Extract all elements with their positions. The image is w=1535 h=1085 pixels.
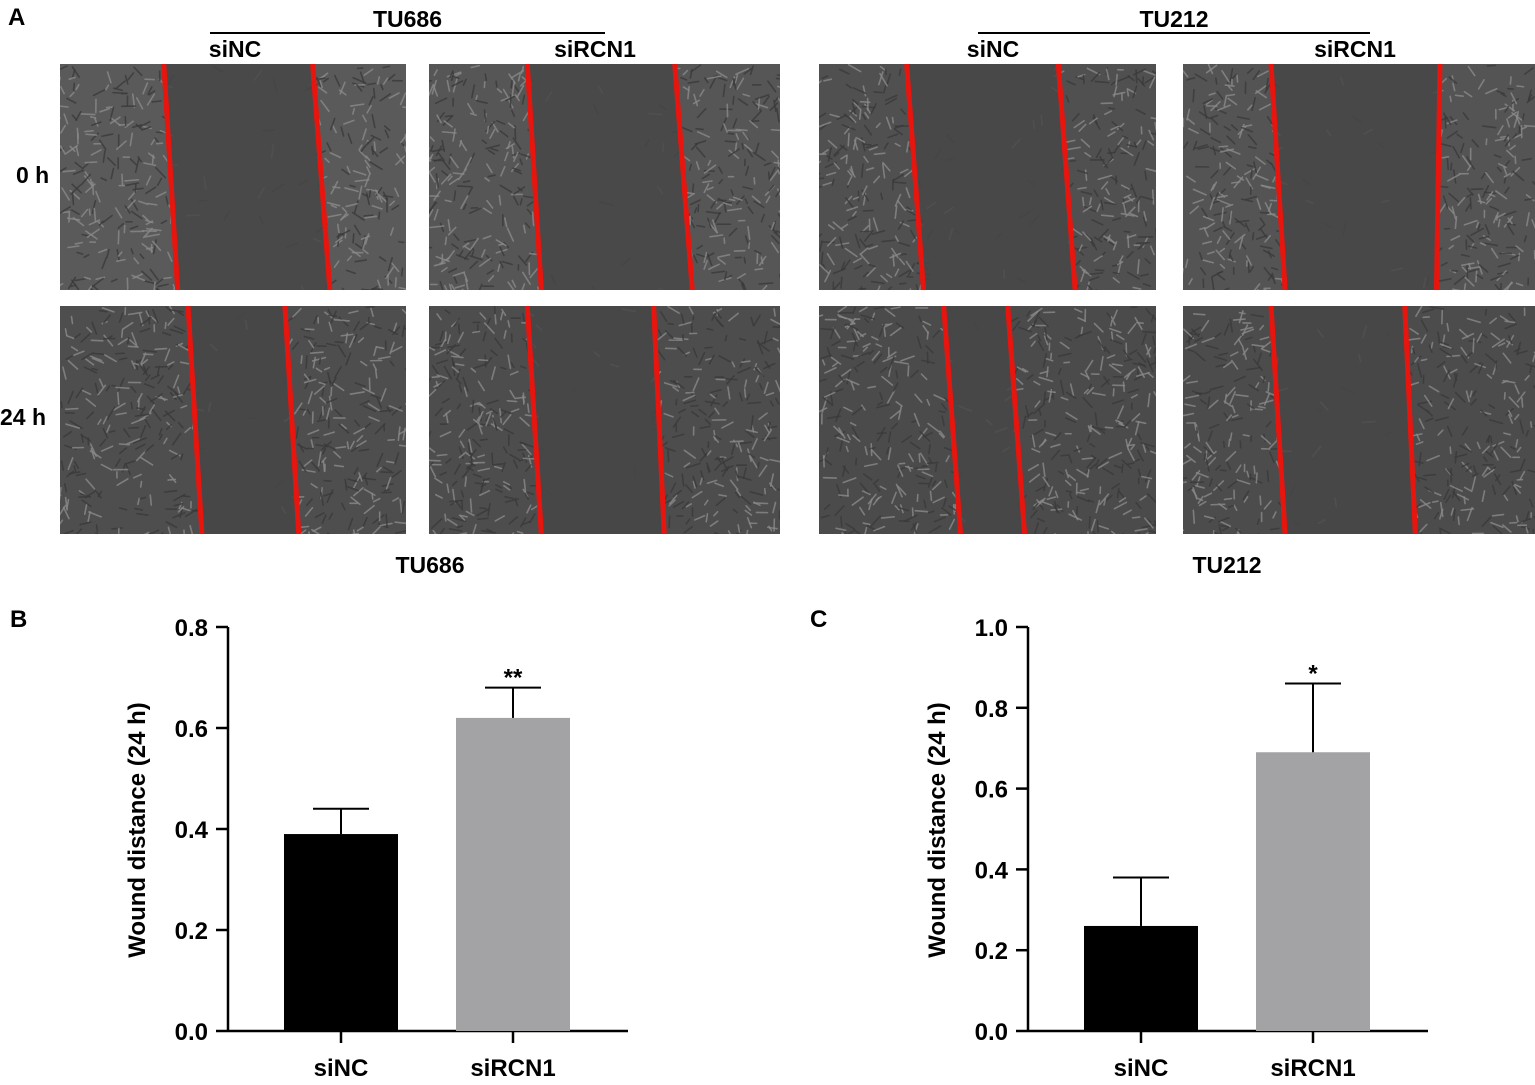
- y-tick-label: 0.4: [175, 817, 209, 844]
- bar-siNC: [284, 834, 398, 1031]
- y-tick-label: 1.0: [975, 615, 1008, 642]
- row-label-0h: 0 h: [16, 162, 49, 189]
- group-bracket-tu686: [210, 32, 605, 34]
- micrograph-tu686-sinc-24h: [60, 306, 406, 534]
- y-tick-label: 0.8: [975, 696, 1008, 723]
- bar-siNC: [1084, 926, 1198, 1031]
- group-title-tu686: TU686: [210, 6, 605, 33]
- panel-letter-b: B: [10, 606, 27, 633]
- footer-label-tu212: TU212: [1127, 552, 1327, 579]
- panel-letter-a: A: [8, 4, 25, 32]
- y-axis-title: Wound distance (24 h): [924, 702, 951, 958]
- x-tick-label: siNC: [1114, 1055, 1169, 1080]
- bars: siNC ** siRCN1: [284, 665, 570, 1080]
- micrograph-tu686-sircn1-0h: [429, 64, 780, 290]
- condition-label-tu212-sircn1: siRCN1: [1290, 36, 1420, 63]
- micrograph-tu212-sircn1-0h: [1183, 64, 1535, 290]
- bar-chart-c: C Wound distance (24 h) 0.0 0.2 0.4 0.6 0.8 1…: [800, 595, 1535, 1080]
- condition-label-tu212-sinc: siNC: [933, 36, 1053, 63]
- y-tick-label: 0.0: [175, 1019, 208, 1046]
- row-label-24h: 24 h: [0, 404, 46, 431]
- y-tick-label: 0.6: [975, 777, 1008, 804]
- micrograph-tu686-sircn1-24h: [429, 306, 780, 534]
- y-tick-label: 0.4: [975, 857, 1009, 884]
- panel-letter-c: C: [810, 606, 827, 633]
- y-tick-label: 0.2: [975, 938, 1008, 965]
- bars: siNC * siRCN1: [1084, 661, 1370, 1080]
- condition-label-tu686-sircn1: siRCN1: [530, 36, 660, 63]
- bar-siRCN1: [456, 718, 570, 1031]
- y-tick-label: 0.0: [975, 1019, 1008, 1046]
- condition-label-tu686-sinc: siNC: [175, 36, 295, 63]
- y-tick-label: 0.2: [175, 918, 208, 945]
- y-ticks: 0.0 0.2 0.4 0.6 0.8 1.0: [975, 615, 1028, 1046]
- group-bracket-tu212: [978, 32, 1370, 34]
- x-tick-label: siRCN1: [470, 1055, 555, 1080]
- micrograph-tu212-sinc-0h: [819, 64, 1156, 290]
- y-tick-label: 0.6: [175, 716, 208, 743]
- y-tick-label: 0.8: [175, 615, 208, 642]
- significance-marker: *: [1308, 661, 1318, 688]
- y-ticks: 0.0 0.2 0.4 0.6 0.8: [175, 615, 228, 1046]
- x-tick-label: siRCN1: [1270, 1055, 1355, 1080]
- micrograph-tu212-sircn1-24h: [1183, 306, 1535, 534]
- micrograph-tu212-sinc-24h: [819, 306, 1156, 534]
- significance-marker: **: [504, 665, 523, 692]
- footer-label-tu686: TU686: [330, 552, 530, 579]
- group-title-tu212: TU212: [978, 6, 1370, 33]
- x-tick-label: siNC: [314, 1055, 369, 1080]
- micrograph-tu686-sinc-0h: [60, 64, 406, 290]
- y-axis-title: Wound distance (24 h): [124, 702, 151, 958]
- bar-siRCN1: [1256, 752, 1370, 1031]
